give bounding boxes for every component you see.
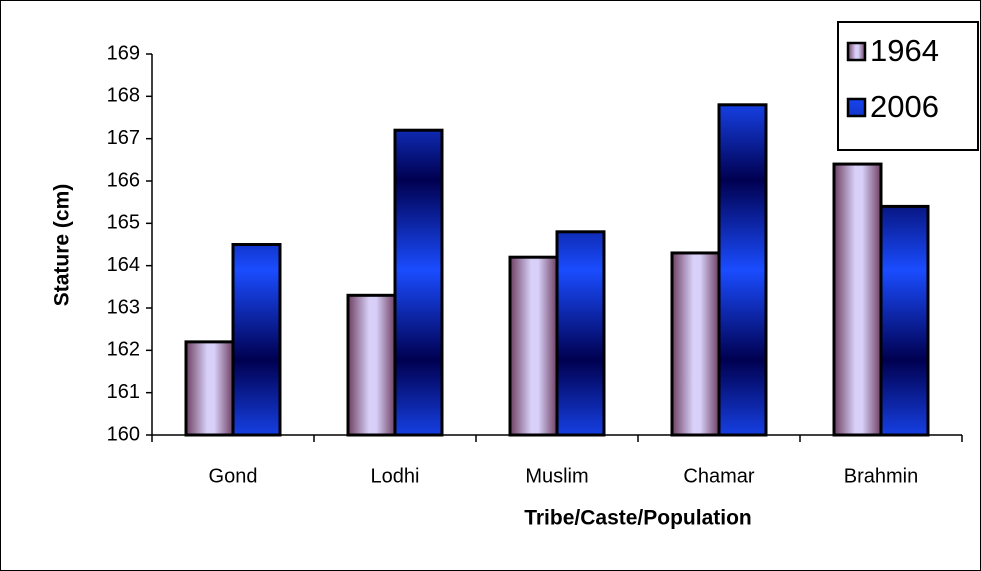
- y-tick-label: 169: [107, 42, 140, 64]
- bar: [832, 162, 883, 437]
- y-tick-label: 162: [107, 339, 140, 361]
- x-tick-label: Lodhi: [371, 465, 420, 487]
- y-tick-label: 165: [107, 212, 140, 234]
- legend-label: 2006: [870, 89, 939, 124]
- bar: [231, 243, 282, 437]
- y-tick-label: 161: [107, 381, 140, 403]
- x-tick-label: Muslim: [525, 465, 588, 487]
- y-tick-label: 164: [107, 254, 140, 276]
- x-tick-label: Gond: [209, 465, 258, 487]
- bar: [508, 255, 559, 437]
- bar: [346, 293, 397, 437]
- y-tick-label: 168: [107, 85, 140, 107]
- legend-label: 1964: [870, 33, 939, 68]
- x-tick-label: Brahmin: [844, 465, 918, 487]
- y-tick-label: 167: [107, 127, 140, 149]
- x-axis-title: Tribe/Caste/Population: [524, 507, 752, 530]
- bar: [717, 103, 768, 437]
- y-tick-label: 163: [107, 296, 140, 318]
- legend-swatch: [846, 41, 867, 62]
- bar: [393, 128, 444, 437]
- bar: [879, 204, 930, 437]
- bar: [670, 251, 721, 437]
- x-tick-label: Chamar: [683, 465, 754, 487]
- bar: [555, 230, 606, 437]
- y-tick-label: 160: [107, 423, 140, 445]
- bar: [184, 340, 235, 437]
- y-axis-title: Stature (cm): [51, 184, 74, 307]
- legend-swatch: [846, 97, 867, 118]
- y-tick-label: 166: [107, 169, 140, 191]
